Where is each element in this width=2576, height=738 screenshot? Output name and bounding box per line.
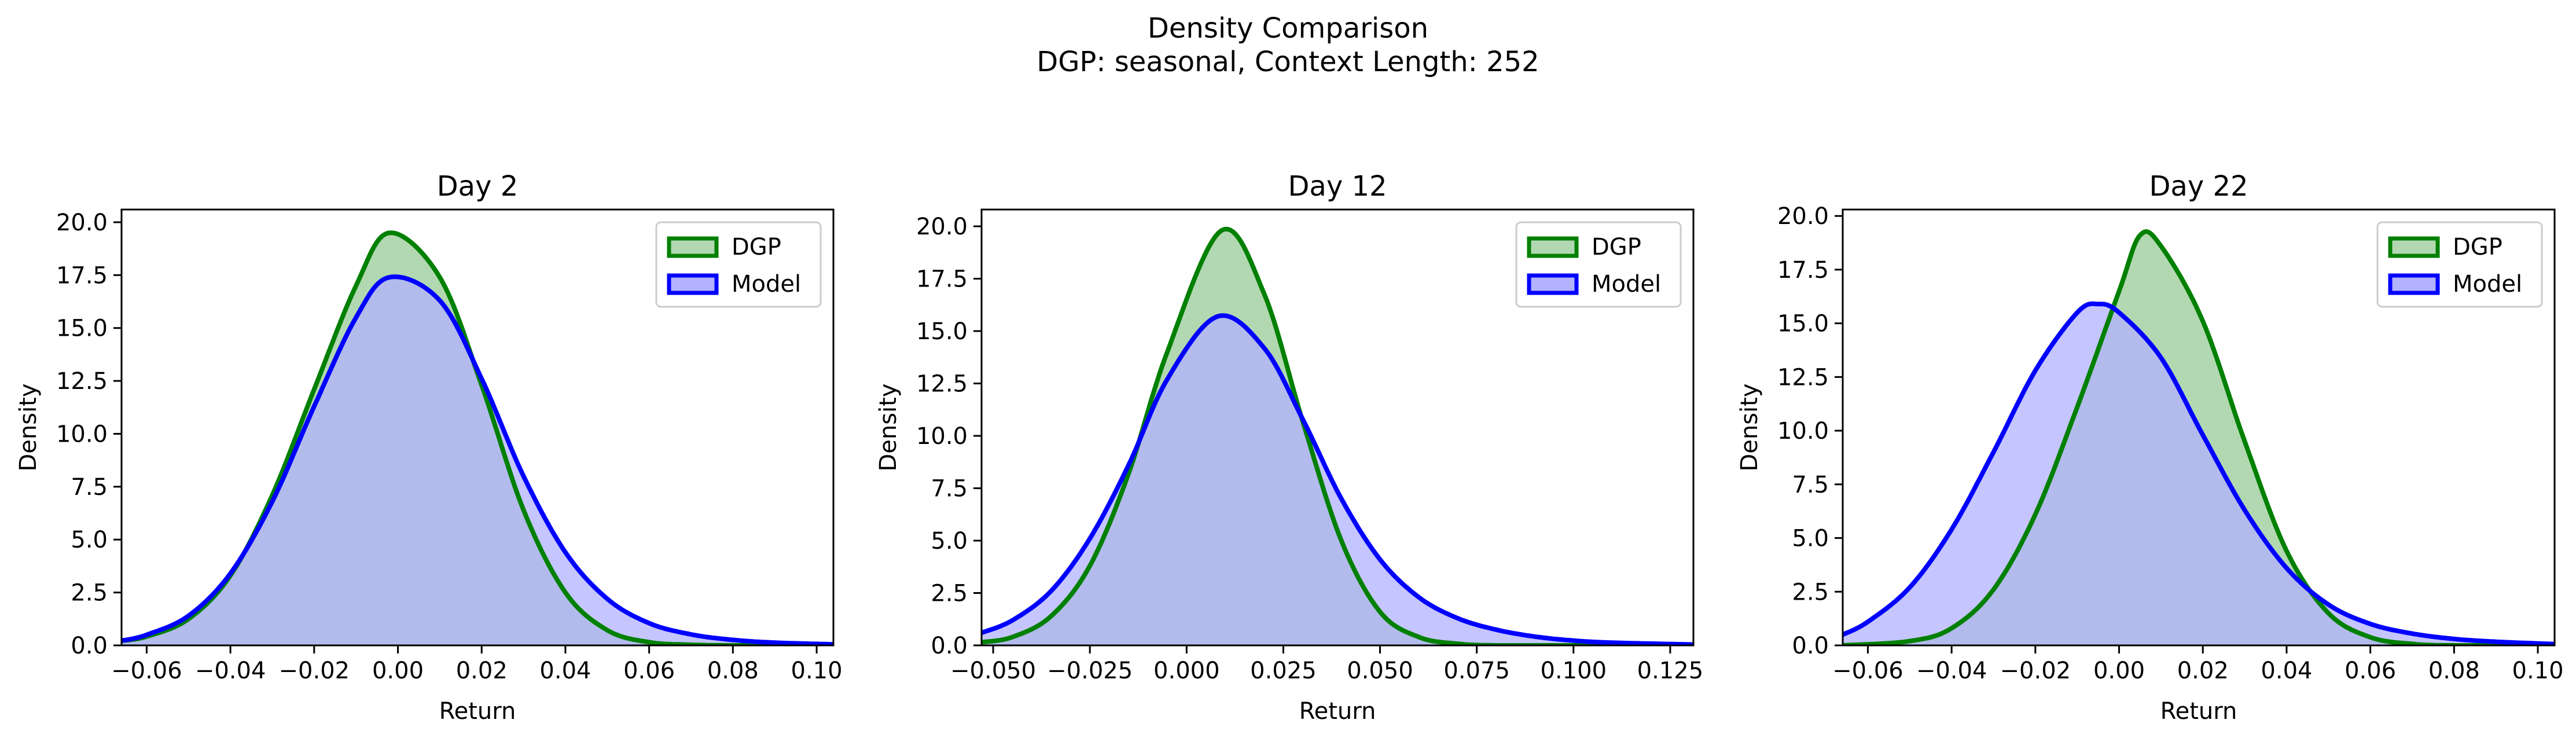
subplot-title: Day 22	[2149, 170, 2248, 203]
y-axis-label: Density	[875, 383, 902, 471]
y-tick-label: 20.0	[56, 210, 108, 236]
x-tick-label: 0.08	[2428, 658, 2480, 684]
subplot-2: −0.050 −0.025 0.000 0.025 0.050 0.075 0.100 0.1…	[875, 170, 1703, 725]
y-tick-label: 10.0	[56, 421, 108, 447]
y-tick-label: 20.0	[916, 214, 968, 240]
legend-label-model: Model	[732, 271, 801, 298]
legend: DGP Model	[2376, 221, 2543, 308]
y-tick-label: 17.5	[1777, 257, 1829, 284]
x-axis-label: Return	[1299, 698, 1376, 725]
x-tick-label: 0.02	[2177, 658, 2229, 684]
x-tick-label: 0.02	[456, 658, 508, 684]
x-tick-label: 0.06	[623, 658, 675, 684]
y-tick-label: 12.5	[1777, 364, 1829, 391]
subplot-title: Day 12	[1288, 170, 1387, 203]
line-model	[982, 313, 1693, 645]
y-tick-label: 20.0	[1777, 203, 1829, 230]
legend-swatch-dgp	[2388, 236, 2440, 258]
y-tick-label: 0.0	[71, 633, 108, 659]
x-tick-label: −0.06	[1832, 658, 1903, 684]
y-tick-label: 5.0	[71, 527, 108, 553]
figure-title-line-1: Density Comparison	[1147, 12, 1429, 45]
x-tick-label: 0.08	[707, 658, 759, 684]
plot-frame	[120, 208, 835, 647]
y-tick-label: 0.0	[931, 633, 968, 659]
x-axis-label: Return	[439, 698, 516, 725]
y-tick-label: 15.0	[916, 318, 968, 345]
area-model	[1843, 303, 2555, 645]
y-tick-label: 15.0	[1777, 311, 1829, 337]
subplot-3: −0.06 −0.04 −0.02 0.00 0.02 0.04 0.06 0.08 0.10 0…	[1736, 170, 2564, 725]
x-tick-label: 0.04	[2261, 658, 2312, 684]
x-tick-label: −0.02	[2000, 658, 2071, 684]
x-tick-label: −0.04	[1916, 658, 1987, 684]
legend-label-dgp: DGP	[1592, 234, 1641, 260]
y-tick-label: 0.0	[1792, 633, 1829, 659]
x-tick-label: 0.04	[539, 658, 591, 684]
y-tick-label: 7.5	[931, 475, 968, 502]
area-model	[982, 315, 1693, 645]
legend-label-dgp: DGP	[2453, 234, 2502, 260]
legend-swatch-dgp	[1527, 236, 1579, 258]
area-model	[122, 277, 833, 645]
legend-swatch-model	[667, 273, 719, 295]
figure-title: Density Comparison DGP: seasonal, Contex…	[0, 12, 2576, 79]
x-tick-label: −0.02	[279, 658, 350, 684]
y-tick-label: 7.5	[71, 474, 108, 501]
plot-area	[1843, 229, 2555, 645]
figure-title-line-2: DGP: seasonal, Context Length: 252	[1037, 46, 1539, 78]
x-tick-label: −0.025	[1047, 658, 1133, 684]
x-tick-label: 0.125	[1637, 658, 1704, 684]
y-axis-label: Density	[15, 383, 42, 471]
y-tick-label: 15.0	[56, 315, 108, 342]
y-tick-label: 5.0	[931, 528, 968, 555]
y-tick-label: 12.5	[56, 368, 108, 395]
legend-label-dgp: DGP	[732, 234, 781, 260]
y-tick-label: 7.5	[1792, 472, 1829, 498]
line-model	[1843, 301, 2555, 645]
x-tick-label: 0.025	[1250, 658, 1317, 684]
subplot-1: −0.06 −0.04 −0.02 0.00 0.02 0.04 0.06 0.08 0.10 0…	[15, 170, 843, 725]
x-tick-label: 0.10	[2512, 658, 2564, 684]
line-model	[122, 274, 833, 645]
x-tick-label: 0.00	[2093, 658, 2145, 684]
x-tick-label: 0.000	[1153, 658, 1220, 684]
x-tick-label: −0.06	[111, 658, 182, 684]
legend-swatch-model	[1527, 273, 1579, 295]
x-tick-label: 0.10	[791, 658, 843, 684]
legend: DGP Model	[1515, 221, 1682, 308]
x-tick-label: 0.00	[372, 658, 424, 684]
y-tick-label: 2.5	[1792, 579, 1829, 605]
x-tick-label: −0.04	[195, 658, 266, 684]
subplot-title: Day 2	[437, 170, 519, 203]
x-tick-label: −0.050	[950, 658, 1036, 684]
y-tick-label: 17.5	[56, 262, 108, 289]
line-dgp	[1843, 229, 2555, 645]
legend-swatch-dgp	[667, 236, 719, 258]
y-tick-label: 2.5	[931, 580, 968, 607]
x-tick-label: 0.075	[1443, 658, 1510, 684]
x-tick-label: 0.100	[1541, 658, 1607, 684]
x-axis-label: Return	[2160, 698, 2237, 725]
x-tick-label: 0.050	[1347, 658, 1413, 684]
legend: DGP Model	[655, 221, 822, 308]
y-axis-label: Density	[1736, 383, 1763, 471]
y-tick-label: 17.5	[916, 266, 968, 292]
y-tick-label: 12.5	[916, 370, 968, 397]
y-tick-label: 10.0	[916, 423, 968, 450]
legend-label-model: Model	[2453, 271, 2522, 298]
plot-frame	[980, 208, 1695, 647]
plot-frame	[1842, 208, 2556, 647]
y-tick-label: 5.0	[1792, 526, 1829, 552]
legend-label-model: Model	[1592, 271, 1661, 298]
y-tick-label: 2.5	[71, 580, 108, 607]
y-tick-label: 10.0	[1777, 418, 1829, 445]
x-tick-label: 0.06	[2345, 658, 2396, 684]
legend-swatch-model	[2388, 273, 2440, 295]
